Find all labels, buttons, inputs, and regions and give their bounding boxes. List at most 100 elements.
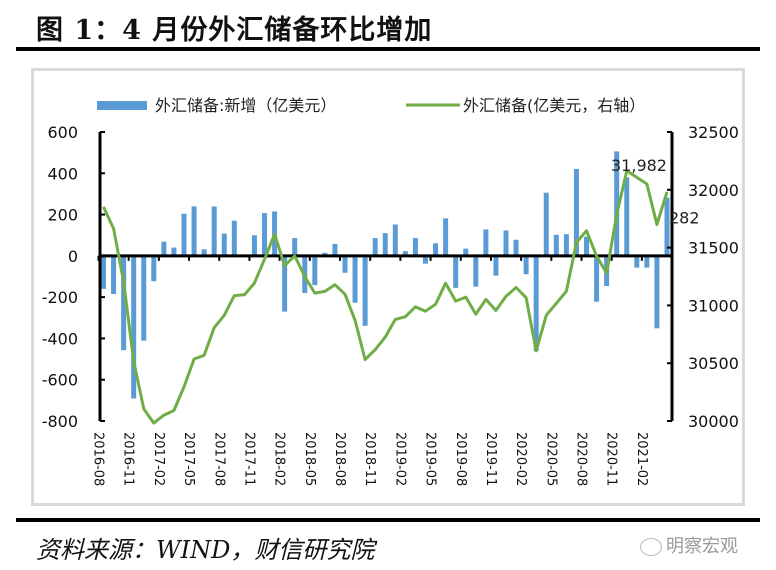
- bar: [322, 252, 328, 256]
- right-tick-label: 32500: [688, 123, 739, 142]
- bar: [503, 230, 509, 256]
- left-tick-label: 600: [47, 123, 78, 142]
- legend-line-label: 外汇储备(亿美元，右轴）: [463, 96, 645, 115]
- bar: [292, 238, 298, 256]
- bar-series: [101, 151, 670, 399]
- bar: [231, 220, 237, 256]
- bar: [523, 255, 529, 275]
- x-tick-label: 2020-02: [513, 432, 528, 486]
- bar: [423, 255, 428, 264]
- right-tick-label: 31000: [688, 296, 739, 315]
- bar: [161, 241, 167, 256]
- bar: [533, 255, 539, 352]
- bar: [282, 255, 288, 312]
- bar: [372, 238, 378, 256]
- figure-title: 图 1：4 月份外汇储备环比增加: [36, 15, 433, 46]
- bar: [463, 248, 469, 256]
- bar: [151, 255, 157, 282]
- x-tick-label: 2019-02: [392, 432, 407, 486]
- bar: [644, 255, 650, 268]
- right-tick-label: 31500: [688, 239, 739, 258]
- legend-bar-swatch: [97, 101, 147, 110]
- bar: [614, 151, 620, 256]
- reserves-line: [102, 169, 669, 425]
- x-tick-label: 2017-02: [151, 432, 166, 486]
- x-tick-label: 2016-08: [91, 432, 106, 486]
- x-tick-label: 2016-11: [121, 432, 136, 486]
- bar: [392, 224, 398, 256]
- bar: [221, 233, 227, 256]
- bar: [584, 236, 589, 256]
- bar: [433, 243, 439, 256]
- bar: [654, 255, 660, 329]
- x-tick-label: 2020-08: [574, 432, 589, 486]
- bar: [352, 255, 358, 303]
- x-tick-label: 2019-08: [453, 432, 468, 486]
- left-tick-label: -400: [42, 329, 78, 348]
- bar: [141, 255, 147, 341]
- bar: [473, 255, 479, 287]
- bar: [171, 247, 177, 256]
- x-tick-label: 2019-05: [423, 432, 438, 486]
- left-tick-label: 200: [47, 206, 78, 225]
- bar: [332, 243, 338, 256]
- title-rule: [16, 47, 760, 51]
- bar: [121, 255, 127, 351]
- bar: [362, 255, 368, 326]
- legend-bar-label: 外汇储备:新增（亿美元）: [155, 96, 336, 115]
- bar: [443, 218, 449, 256]
- line-end-label: 31,982: [611, 156, 667, 175]
- x-tick-label: 2018-05: [302, 432, 317, 486]
- line-series: [102, 169, 669, 425]
- x-tick-label: 2017-05: [181, 432, 196, 486]
- bar: [483, 229, 489, 256]
- bar: [101, 255, 106, 289]
- annotations: 31,982 282: [611, 156, 700, 228]
- left-tick-label: -600: [42, 371, 78, 390]
- x-tick-label: 2021-02: [634, 432, 649, 486]
- bar: [201, 249, 207, 256]
- watermark: 明察宏观: [640, 532, 738, 558]
- x-tick-label: 2020-11: [604, 432, 619, 486]
- x-tick-label: 2019-11: [483, 432, 498, 486]
- left-tick-label: 400: [47, 164, 78, 183]
- right-tick-label: 30500: [688, 354, 739, 373]
- bar: [402, 251, 408, 256]
- bar: [111, 255, 117, 295]
- bar: [131, 255, 137, 399]
- left-tick-label: 0: [68, 247, 78, 266]
- bar: [412, 238, 418, 256]
- watermark-text: 明察宏观: [666, 536, 738, 557]
- left-tick-label: -800: [42, 412, 78, 431]
- bar: [262, 213, 267, 256]
- x-tick-label: 2018-02: [272, 432, 287, 486]
- bar: [543, 192, 549, 256]
- bar: [594, 255, 600, 302]
- x-tick-label: 2018-11: [362, 432, 377, 486]
- bar: [312, 255, 318, 286]
- axes: [97, 131, 674, 422]
- bar: [251, 235, 257, 256]
- bar: [563, 234, 569, 256]
- right-tick-label: 32000: [688, 181, 739, 200]
- bar: [191, 206, 197, 256]
- bar: [382, 233, 388, 256]
- bar: [453, 255, 459, 288]
- bar: [211, 206, 217, 256]
- chart-frame: [31, 68, 745, 506]
- bar: [181, 213, 187, 256]
- bar: [573, 168, 579, 256]
- bar: [634, 255, 640, 268]
- source-note: 资料来源：WIND，财信研究院: [36, 536, 375, 564]
- bar: [624, 177, 630, 256]
- x-tick-label: 2017-11: [241, 432, 256, 486]
- wechat-icon: [640, 538, 662, 556]
- bar: [493, 255, 499, 276]
- bar: [513, 239, 519, 256]
- bar-end-label: 282: [669, 209, 700, 228]
- right-tick-label: 30000: [688, 412, 739, 431]
- bar: [553, 234, 559, 256]
- source-rule: [16, 518, 760, 522]
- legend: 外汇储备:新增（亿美元） 外汇储备(亿美元，右轴）: [97, 96, 645, 115]
- left-tick-label: -200: [42, 288, 78, 307]
